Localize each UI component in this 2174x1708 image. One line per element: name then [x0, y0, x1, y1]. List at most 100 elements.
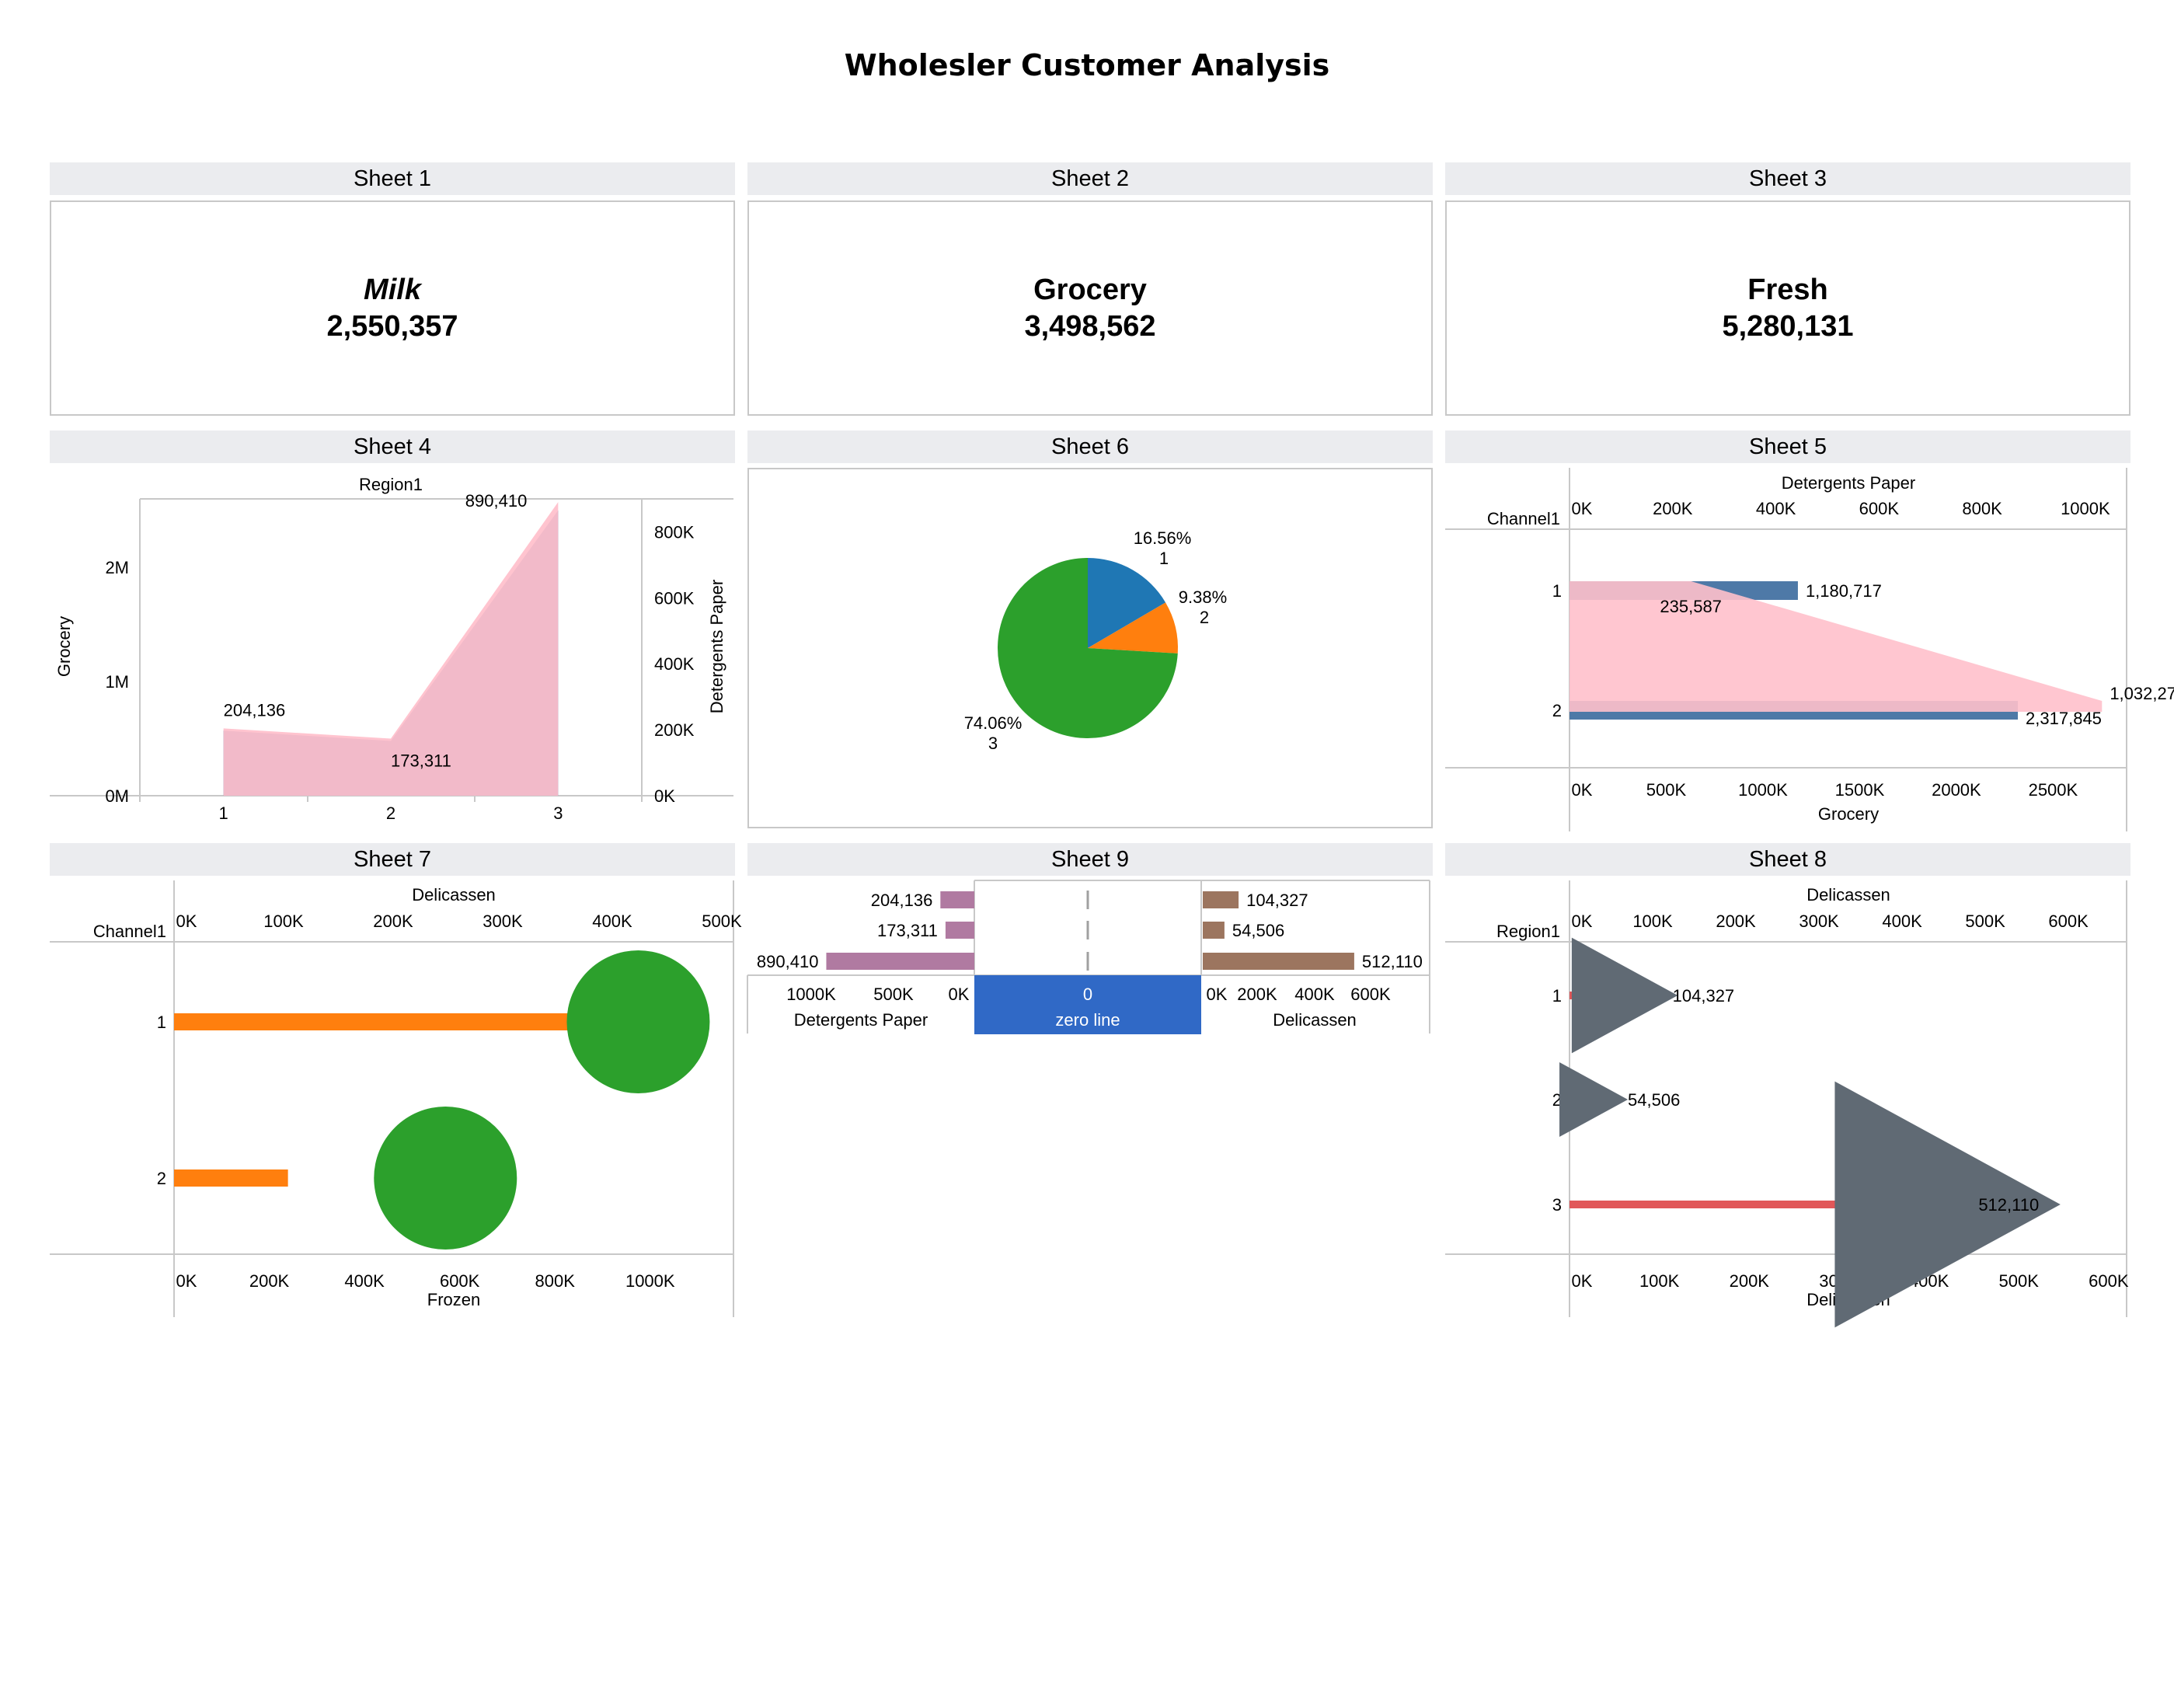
sheet8-top-tick: 500K: [1965, 912, 2005, 931]
sheet-3-header: Sheet 3: [1445, 162, 2130, 195]
sheet8-category-label: 1: [1552, 986, 1562, 1006]
sheet7-frozen-circle: [566, 950, 710, 1093]
kpi-card-grocery: Grocery 3,498,562: [747, 200, 1433, 416]
sheet9-detergents-label: 890,410: [757, 952, 819, 971]
sheet8-ylabel: Region1: [1496, 922, 1560, 941]
sheet-7-header: Sheet 7: [50, 843, 735, 876]
sheet8-top-tick: 100K: [1632, 912, 1673, 931]
sheet9-delicassen-bar: [1203, 953, 1354, 970]
sheet8-delicassen-bar: [1570, 1096, 1619, 1103]
sheet5-detergents-label: 235,587: [1660, 597, 1722, 616]
sheet4-x-tick: 1: [219, 803, 228, 823]
sheet9-delicassen-bar: [1203, 891, 1239, 908]
sheet5-bottom-tick: 1500K: [1835, 780, 1885, 800]
sheet5-bottom-tick: 2000K: [1932, 780, 1981, 800]
sheet4-right-axis-label: Detergents Paper: [707, 580, 726, 713]
sheet5-top-tick: 1000K: [2061, 499, 2110, 518]
sheet8-triangle-marker: [1571, 937, 1678, 1054]
sheet9-left-tick: 0K: [949, 985, 970, 1004]
sheet4-detergents-area: [223, 502, 559, 796]
sheet4-data-label: 173,311: [391, 751, 451, 770]
sheet9-detergents-label: 204,136: [871, 891, 933, 910]
sheet4-left-tick: 2M: [105, 558, 129, 577]
sheet4-title: Region1: [359, 475, 423, 494]
sheet7-top-tick: 500K: [702, 912, 742, 931]
sheet4-left-axis-label: Grocery: [54, 616, 74, 677]
sheet7-bottom-tick: 200K: [249, 1271, 290, 1291]
sheet9-right-tick: 400K: [1294, 985, 1335, 1004]
kpi-card-fresh: Fresh 5,280,131: [1445, 200, 2130, 416]
sheet8-bottom-axis-label: Delicassen: [1806, 1290, 1890, 1309]
sheet7-category-label: 2: [157, 1169, 166, 1188]
kpi-label: Milk: [364, 274, 421, 306]
sheet5-bottom-tick: 0K: [1572, 780, 1593, 800]
kpi-value: 5,280,131: [1722, 310, 1854, 343]
sheet8-bottom-tick: 0K: [1572, 1271, 1593, 1291]
sheet8-category-label: 3: [1552, 1195, 1562, 1215]
sheet7-delicassen-bar: [174, 1169, 288, 1187]
sheet-5-header: Sheet 5: [1445, 430, 2130, 463]
sheet7-category-label: 1: [157, 1013, 166, 1032]
sheet8-triangle-marker: [1559, 1062, 1629, 1137]
kpi-label: Fresh: [1747, 274, 1828, 306]
sheet7-top-tick: 100K: [263, 912, 304, 931]
sheet8-bottom-tick: 400K: [1909, 1271, 1949, 1291]
sheet9-zero-label: zero line: [1055, 1010, 1120, 1030]
sheet8-top-tick: 300K: [1799, 912, 1839, 931]
sheet8-top-tick: 400K: [1882, 912, 1922, 931]
sheet9-delicassen-label: 54,506: [1232, 921, 1284, 940]
sheet9-delicassen-label: 104,327: [1246, 891, 1308, 910]
sheet8-bottom-tick: 100K: [1639, 1271, 1680, 1291]
sheet9-zero-value: 0: [1083, 985, 1092, 1004]
sheet9-right-tick: 200K: [1237, 985, 1277, 1004]
sheet8-bottom-tick: 500K: [1999, 1271, 2040, 1291]
sheet5-grocery-label: 1,180,717: [1806, 581, 1882, 601]
sheet9-detergents-bar: [940, 891, 974, 908]
sheet4-right-tick: 800K: [654, 522, 695, 542]
sheet7-bottom-axis-label: Frozen: [427, 1290, 480, 1309]
kpi-card-milk: Milk 2,550,357: [50, 200, 735, 416]
sheet4-data-label: 204,136: [224, 700, 286, 720]
sheet8-delicassen-bar: [1570, 1201, 2030, 1208]
sheet5-detergents-area: [1570, 581, 2103, 712]
sheet9-detergents-bar: [826, 953, 974, 970]
sheet8-bottom-tick: 600K: [2089, 1271, 2129, 1291]
sheet9-left-axis-label: Detergents Paper: [794, 1010, 928, 1030]
sheet5-grocery-bar: [1570, 701, 2019, 720]
sheet9-delicassen-label: 512,110: [1362, 952, 1423, 971]
sheet5-bottom-tick: 500K: [1646, 780, 1687, 800]
sheet7-top-tick: 300K: [483, 912, 523, 931]
sheet5-bottom-tick: 2500K: [2029, 780, 2078, 800]
sheet5-top-tick: 400K: [1756, 499, 1796, 518]
sheet5-grocery-label: 2,317,845: [2026, 709, 2102, 728]
sheet5-top-axis-label: Detergents Paper: [1782, 473, 1915, 493]
sheet9-right-tick: 0K: [1207, 985, 1228, 1004]
sheet5-top-tick: 200K: [1653, 499, 1693, 518]
sheet4-right-tick: 200K: [654, 720, 695, 740]
sheet8-data-label: 104,327: [1673, 986, 1735, 1006]
sheet8-bottom-tick: 200K: [1730, 1271, 1770, 1291]
sheet4-x-tick: 2: [386, 803, 395, 823]
sheet8-top-tick: 200K: [1716, 912, 1756, 931]
sheet5-category-label: 2: [1552, 701, 1562, 720]
sheet5-grocery-bar: [1570, 581, 1798, 600]
sheet9-detergents-bar: [945, 922, 974, 939]
sheet7-top-tick: 0K: [176, 912, 197, 931]
kpi-value: 3,498,562: [1024, 310, 1156, 343]
sheet-4-header: Sheet 4: [50, 430, 735, 463]
sheet9-zero-line-panel: [974, 975, 1201, 1034]
sheet7-top-axis-label: Delicassen: [412, 885, 496, 905]
sheet5-bottom-tick: 1000K: [1738, 780, 1788, 800]
sheet7-bottom-tick: 400K: [344, 1271, 385, 1291]
sheet7-top-tick: 200K: [373, 912, 413, 931]
sheet-1-header: Sheet 1: [50, 162, 735, 195]
sheet8-bottom-tick: 300K: [1819, 1271, 1859, 1291]
sheet9-left-tick: 1000K: [786, 985, 836, 1004]
sheet7-delicassen-bar: [174, 1013, 631, 1030]
sheet-6-header: Sheet 6: [747, 430, 1433, 463]
sheet5-top-tick: 800K: [1962, 499, 2002, 518]
sheet-6-frame: [747, 468, 1433, 828]
sheet8-data-label: 512,110: [1978, 1195, 2039, 1215]
sheet5-category-label: 1: [1552, 581, 1562, 601]
sheet4-left-tick: 0M: [105, 786, 129, 806]
